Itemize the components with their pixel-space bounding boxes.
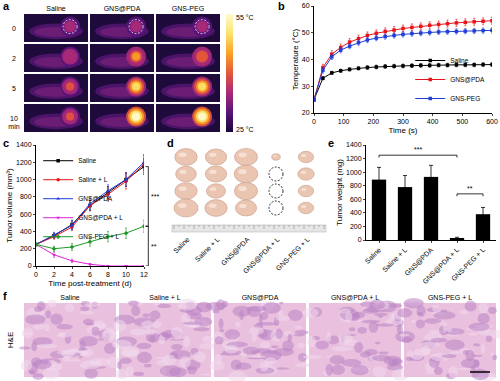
svg-text:600: 600 [350, 196, 362, 203]
svg-text:0: 0 [312, 118, 316, 125]
svg-text:Saline: Saline [450, 57, 468, 64]
svg-text:Saline + L: Saline + L [194, 236, 221, 263]
svg-text:40: 40 [302, 56, 310, 63]
svg-text:GNS-PEG + L: GNS-PEG + L [450, 246, 486, 282]
svg-text:GNS-PEG + L: GNS-PEG + L [428, 294, 472, 301]
svg-text:400: 400 [350, 209, 362, 216]
svg-text:25 °C: 25 °C [236, 126, 254, 133]
svg-text:GNS@PDA: GNS@PDA [78, 195, 113, 202]
svg-text:200: 200 [350, 223, 362, 230]
svg-text:Temperature (°C): Temperature (°C) [291, 28, 300, 90]
svg-text:20: 20 [302, 109, 310, 116]
svg-text:Tumor weight (mg): Tumor weight (mg) [335, 159, 344, 226]
svg-text:Saline: Saline [60, 294, 80, 301]
svg-text:55 °C: 55 °C [236, 14, 254, 21]
svg-text:H&E: H&E [6, 332, 15, 348]
svg-text:50: 50 [302, 29, 310, 36]
svg-text:4: 4 [70, 271, 74, 278]
svg-text:c: c [3, 137, 9, 149]
svg-text:1000: 1000 [16, 176, 32, 183]
svg-text:10: 10 [10, 115, 18, 122]
svg-text:Saline: Saline [78, 157, 96, 164]
svg-text:Time post-treatment (d): Time post-treatment (d) [48, 279, 132, 288]
svg-text:0: 0 [28, 262, 32, 269]
svg-text:GNS@PDA + L: GNS@PDA + L [330, 294, 380, 301]
svg-text:Saline + L: Saline + L [149, 294, 180, 301]
svg-text:GNS-PEG + L: GNS-PEG + L [78, 233, 119, 240]
svg-text:1400: 1400 [16, 141, 32, 148]
svg-text:6: 6 [88, 271, 92, 278]
svg-text:GNS@PDA: GNS@PDA [104, 5, 141, 12]
svg-text:0: 0 [358, 236, 362, 243]
svg-text:2: 2 [52, 271, 56, 278]
svg-text:GNS@PDA: GNS@PDA [220, 236, 251, 267]
svg-text:400: 400 [20, 228, 32, 235]
svg-text:200: 200 [20, 245, 32, 252]
svg-text:Saline + L: Saline + L [381, 246, 408, 273]
svg-text:***: *** [151, 193, 159, 200]
svg-text:GNS@PDA: GNS@PDA [242, 294, 279, 301]
svg-text:2: 2 [12, 55, 16, 62]
svg-text:300: 300 [397, 118, 409, 125]
svg-text:GNS@PDA: GNS@PDA [403, 246, 434, 277]
svg-text:e: e [328, 137, 334, 149]
svg-text:min: min [8, 123, 19, 130]
svg-text:1400: 1400 [346, 141, 362, 148]
svg-text:1000: 1000 [346, 169, 362, 176]
svg-text:30: 30 [302, 83, 310, 90]
svg-text:8: 8 [106, 271, 110, 278]
svg-text:200: 200 [367, 118, 379, 125]
svg-text:10: 10 [122, 271, 130, 278]
svg-text:60: 60 [302, 2, 310, 9]
svg-text:GNS-PEG + L: GNS-PEG + L [275, 236, 311, 272]
svg-text:5: 5 [12, 85, 16, 92]
svg-text:b: b [278, 0, 285, 12]
svg-text:400: 400 [427, 118, 439, 125]
svg-text:GNS@PDA + L: GNS@PDA + L [242, 236, 281, 275]
svg-text:d: d [167, 137, 174, 149]
svg-text:Saline + L: Saline + L [78, 176, 107, 183]
svg-text:12: 12 [140, 271, 148, 278]
svg-text:0: 0 [12, 25, 16, 32]
svg-text:Saline: Saline [363, 246, 382, 265]
svg-text:GNS-PEG: GNS-PEG [172, 5, 204, 12]
svg-text:500: 500 [456, 118, 468, 125]
svg-text:GNS@PDA + L: GNS@PDA + L [421, 246, 460, 285]
svg-text:100: 100 [338, 118, 350, 125]
svg-text:**: ** [151, 243, 157, 250]
svg-text:600: 600 [486, 118, 498, 125]
svg-text:800: 800 [20, 193, 32, 200]
svg-text:Saline: Saline [46, 5, 66, 12]
svg-text:Time (s): Time (s) [388, 126, 417, 135]
svg-text:1200: 1200 [16, 159, 32, 166]
svg-text:0: 0 [34, 271, 38, 278]
svg-text:GNS@PDA + L: GNS@PDA + L [78, 214, 123, 221]
svg-text:***: *** [414, 146, 422, 153]
svg-text:Saline: Saline [172, 236, 191, 255]
svg-text:1200: 1200 [346, 155, 362, 162]
svg-text:f: f [3, 290, 7, 302]
svg-text:Tumor volume (mm³): Tumor volume (mm³) [5, 168, 14, 243]
svg-text:800: 800 [350, 182, 362, 189]
svg-text:a: a [3, 0, 10, 12]
svg-text:GNS@PDA: GNS@PDA [450, 76, 485, 83]
svg-text:600: 600 [20, 211, 32, 218]
svg-text:**: ** [467, 185, 473, 192]
svg-text:GNS-PEG: GNS-PEG [450, 95, 480, 102]
